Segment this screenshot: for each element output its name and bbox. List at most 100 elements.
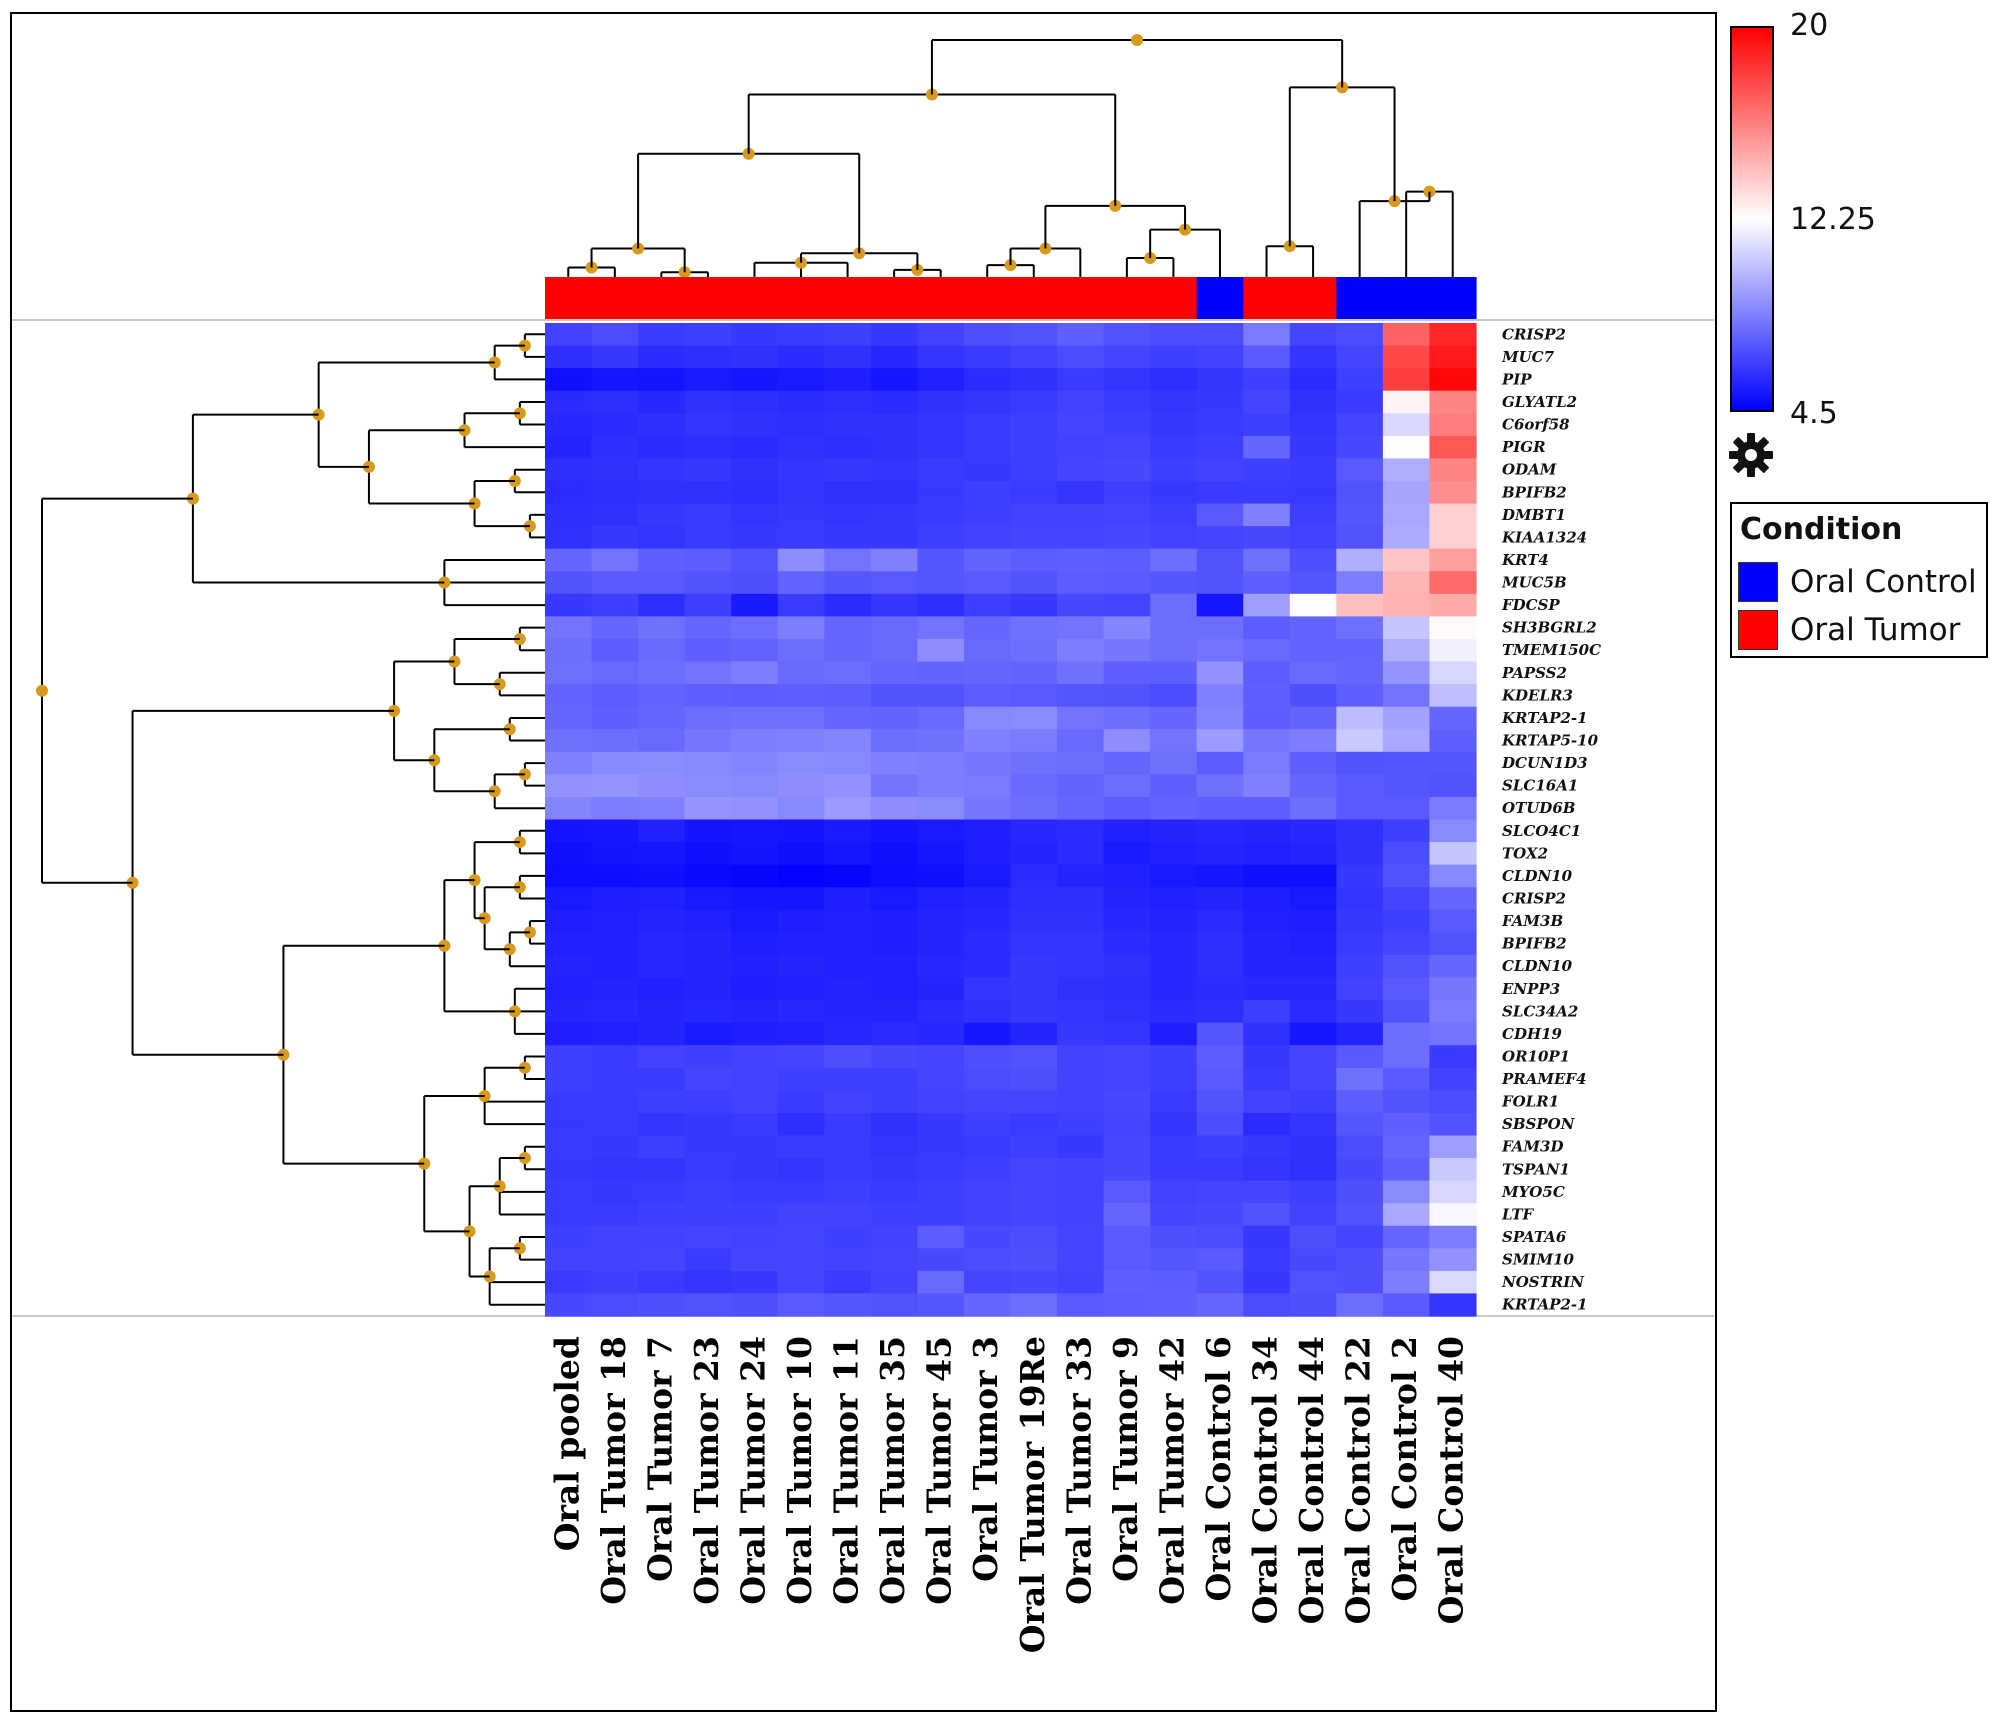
heatmap-cell — [1289, 345, 1337, 369]
heatmap-cell — [684, 1180, 732, 1204]
heatmap-cell — [777, 751, 825, 775]
heatmap-cell — [1057, 1045, 1105, 1069]
heatmap-cell — [1429, 819, 1477, 843]
colorbar — [1730, 26, 1774, 412]
heatmap-cell — [684, 1045, 732, 1069]
heatmap-cell — [963, 932, 1012, 956]
heatmap-cell — [684, 932, 732, 956]
heatmap-cell — [870, 684, 918, 708]
heatmap-cell — [1196, 887, 1244, 911]
heatmap-cell — [963, 684, 1012, 708]
heatmap-cell — [1057, 751, 1105, 775]
heatmap-cell — [824, 751, 872, 775]
heatmap-cell — [1336, 954, 1384, 979]
heatmap-cell — [1336, 932, 1384, 956]
heatmap-cell — [917, 909, 965, 933]
heatmap-cell — [1057, 345, 1105, 369]
heatmap-cell — [917, 819, 965, 843]
dendrogram-node[interactable] — [36, 684, 48, 697]
heatmap-cell — [1289, 1270, 1337, 1295]
heatmap-cell — [1057, 977, 1105, 1001]
sample-label: Oral Tumor 24 — [734, 1336, 773, 1605]
heatmap-cell — [638, 1203, 686, 1227]
heatmap-cell — [917, 661, 965, 685]
heatmap-cell — [1429, 977, 1477, 1001]
heatmap-cell — [1336, 729, 1384, 753]
heatmap-cell — [777, 977, 825, 1001]
heatmap-cell — [1057, 954, 1105, 979]
heatmap-cell — [777, 1270, 825, 1295]
heatmap-cell — [1382, 616, 1431, 640]
heatmap-cell — [591, 954, 639, 979]
heatmap-cell — [1057, 1225, 1105, 1249]
heatmap-cell — [963, 1158, 1012, 1182]
dendrogram-node[interactable] — [1131, 34, 1144, 46]
heatmap-cell — [545, 1248, 593, 1272]
heatmap-cell — [545, 864, 593, 888]
dendrogram-node[interactable] — [503, 943, 516, 956]
heatmap-cell — [777, 435, 825, 460]
heatmap-cell — [870, 842, 918, 866]
condition-cell — [917, 277, 965, 319]
heatmap-cell — [824, 684, 872, 708]
heatmap-cell — [917, 1293, 965, 1317]
heatmap-cell — [963, 819, 1012, 843]
heatmap-cell — [1103, 661, 1151, 685]
gear-icon[interactable] — [1726, 430, 1776, 480]
heatmap-cell — [1010, 706, 1058, 730]
heatmap-cell — [1429, 435, 1477, 460]
heatmap-cell — [824, 661, 872, 685]
heatmap-cell — [684, 954, 732, 979]
heatmap-cell — [1243, 1045, 1291, 1069]
heatmap-cell — [1243, 458, 1291, 482]
heatmap-cells — [545, 323, 1477, 1317]
heatmap-cell — [1243, 661, 1291, 685]
gene-label: OTUD6B — [1502, 799, 1575, 817]
heatmap-cell — [963, 503, 1012, 527]
heatmap-cell — [1196, 1203, 1244, 1227]
heatmap-cell — [545, 977, 593, 1001]
condition-cell — [777, 277, 825, 319]
heatmap-cell — [1429, 1293, 1477, 1317]
heatmap-cell — [1243, 887, 1291, 911]
heatmap-cell — [1382, 909, 1431, 933]
heatmap-cell — [1196, 526, 1244, 550]
heatmap-cell — [1010, 954, 1058, 979]
heatmap-cell — [1243, 480, 1291, 505]
heatmap-cell — [777, 571, 825, 595]
sample-label: Oral Tumor 18 — [594, 1336, 633, 1605]
heatmap-cell — [1010, 526, 1058, 550]
heatmap-cell — [1289, 977, 1337, 1001]
heatmap-cell — [1336, 1203, 1384, 1227]
heatmap-cell — [1057, 526, 1105, 550]
condition-bar — [545, 277, 1477, 319]
heatmap-cell — [1150, 887, 1198, 911]
heatmap-cell — [870, 932, 918, 956]
heatmap-cell — [1429, 887, 1477, 911]
heatmap-cell — [731, 706, 779, 730]
heatmap-cell — [917, 1180, 965, 1204]
heatmap-cell — [1103, 616, 1151, 640]
heatmap-cell — [591, 1067, 639, 1091]
heatmap-cell — [824, 480, 872, 505]
heatmap-cell — [1196, 932, 1244, 956]
heatmap-cell — [1243, 796, 1291, 821]
heatmap-cell — [684, 684, 732, 708]
heatmap-cell — [684, 345, 732, 369]
heatmap-cell — [1336, 616, 1384, 640]
heatmap-cell — [1243, 1270, 1291, 1295]
heatmap-cell — [545, 526, 593, 550]
heatmap-cell — [1336, 1112, 1384, 1137]
heatmap-cell — [1336, 503, 1384, 527]
heatmap-cell — [963, 638, 1012, 663]
heatmap-cell — [591, 571, 639, 595]
heatmap-cell — [1289, 458, 1337, 482]
heatmap-cell — [1057, 932, 1105, 956]
heatmap-cell — [1382, 661, 1431, 685]
heatmap-cell — [1150, 954, 1198, 979]
dendrogram-node[interactable] — [503, 723, 516, 736]
heatmap-cell — [1103, 729, 1151, 753]
heatmap-cell — [1336, 390, 1384, 414]
heatmap-cell — [545, 751, 593, 775]
heatmap-cell — [917, 1270, 965, 1295]
